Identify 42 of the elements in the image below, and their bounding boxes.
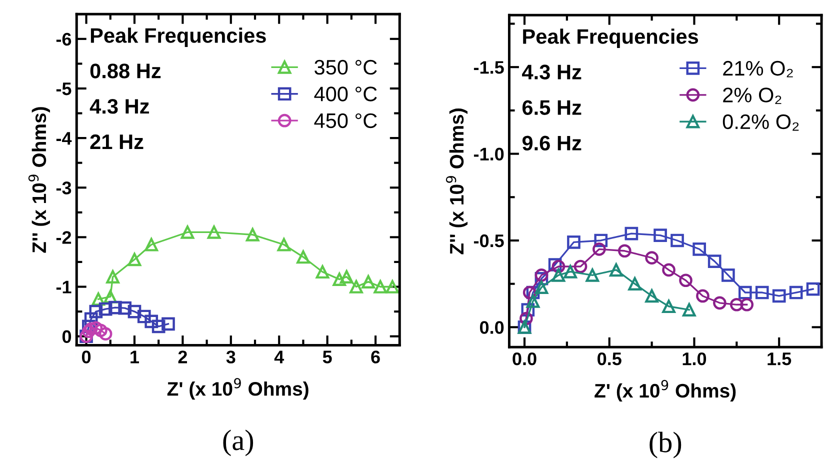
- x-tick-label: 1: [130, 350, 139, 364]
- y-tick-label: 0.0: [480, 321, 504, 334]
- y-tick-label: -4: [56, 132, 72, 145]
- x-tick-label: 0: [82, 350, 91, 364]
- annotation: 4.3 Hz: [522, 64, 582, 80]
- y-tick-label: -3: [56, 182, 72, 194]
- legend-label: 450 °C: [314, 113, 377, 128]
- y-axis-title: Z'' (x 10$^{9}$ Ohms): [28, 107, 50, 253]
- x-axis-title: Z' (x 10$^{9}$ Ohms): [167, 378, 308, 400]
- y-tick-label: 0: [62, 330, 72, 344]
- y-tick-label: -1.5: [474, 61, 504, 74]
- legend-label: 0.2% O₂: [722, 114, 799, 131]
- y-tick-label: -1.0: [474, 148, 504, 161]
- x-tick-label: 6: [371, 350, 380, 364]
- y-axis-title: Z'' (x 10$^{9}$ Ohms): [446, 108, 468, 254]
- y-tick-label: -0.5: [474, 234, 504, 248]
- annotation: 4.3 Hz: [90, 99, 150, 114]
- annotation: Peak Frequencies: [523, 28, 698, 48]
- x-axis-title: Z' (x 10$^{9}$ Ohms): [594, 380, 736, 402]
- annotation: 21 Hz: [90, 134, 144, 149]
- text: (a): [223, 430, 254, 456]
- legend-label: 350 °C: [314, 60, 377, 75]
- y-tick-label: -1: [56, 280, 72, 294]
- annotation: 0.88 Hz: [90, 64, 161, 78]
- x-tick-label: 1.0: [682, 352, 706, 366]
- x-tick-label: 0.0: [512, 352, 536, 366]
- x-tick-label: 3: [226, 350, 236, 364]
- x-tick-label: 4: [274, 350, 284, 364]
- y-tick-label: -2: [56, 231, 72, 244]
- x-tick-label: 0.5: [598, 352, 622, 366]
- annotation: 9.6 Hz: [522, 136, 582, 150]
- x-tick-label: 1.5: [768, 352, 792, 366]
- annotation: Peak Frequencies: [90, 28, 266, 48]
- y-tick-label: -5: [56, 82, 72, 96]
- legend-label: 400 °C: [314, 86, 377, 102]
- text: (b): [650, 432, 682, 458]
- x-tick-label: 5: [322, 350, 332, 364]
- y-tick-label: -6: [56, 32, 72, 46]
- legend-label: 21% O₂: [723, 60, 793, 78]
- annotation: 6.5 Hz: [522, 100, 582, 115]
- legend-label: 2% O₂: [723, 88, 782, 104]
- x-tick-label: 2: [178, 350, 187, 364]
